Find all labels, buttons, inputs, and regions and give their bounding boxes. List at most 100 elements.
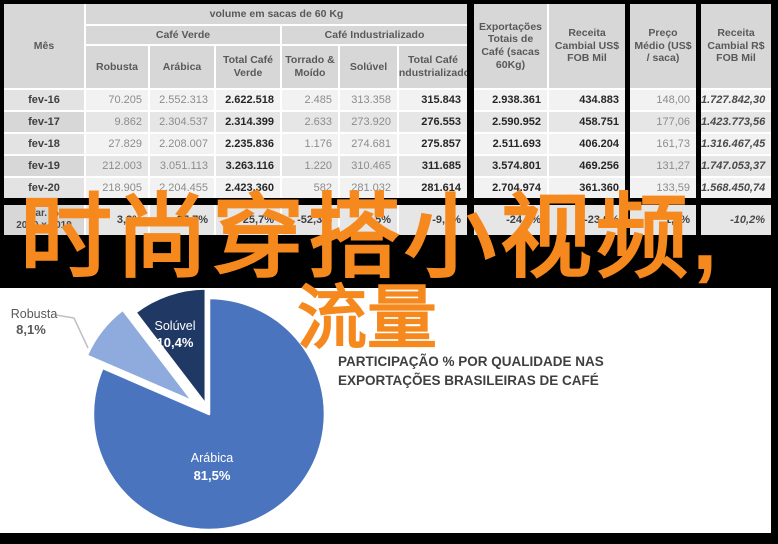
- cell-total-verde: 2.622.518: [216, 90, 280, 110]
- cell-torrado: 2.633: [282, 112, 338, 132]
- cell-total-verde: 2.423.360: [216, 178, 280, 198]
- cell-soluvel: 273.920: [340, 112, 397, 132]
- header-receita-usd: Receita Cambial US$ FOB Mil: [549, 4, 625, 88]
- cell-receita-rs: 1.727.842,30: [701, 90, 771, 110]
- var-torrado: -52,3%: [282, 205, 338, 235]
- pie-pct-soluvel: 10,4%: [157, 335, 194, 350]
- header-preco-medio: Preço Médio (US$ / saca): [630, 4, 696, 88]
- overlay-text-line1: 时尚穿搭小视频,: [20, 187, 722, 289]
- pie-label-soluvel: Solúvel: [155, 319, 196, 333]
- cell-preco: 177,06: [630, 112, 696, 132]
- cell-total-ind: 276.553: [399, 112, 467, 132]
- cell-arabica: 2.208.007: [150, 134, 214, 154]
- cell-arabica: 2.552.313: [150, 90, 214, 110]
- cell-robusta: 218.905: [86, 178, 148, 198]
- var-receita-usd: -23,0%: [549, 205, 625, 235]
- header-arabica: Arábica: [150, 46, 214, 88]
- pie-pct-arabica: 81,5%: [194, 468, 231, 483]
- cell-total-ind: 281.614: [399, 178, 467, 198]
- var-robusta: 3,3%: [86, 205, 148, 235]
- cell-receita-usd: 458.751: [549, 112, 625, 132]
- header-mes: Mês: [4, 4, 84, 88]
- header-group-cafe-industrializado: Café Industrializado: [282, 26, 467, 44]
- pie-slice-soluvel[interactable]: [134, 287, 208, 406]
- cell-export-total: 2.938.361: [474, 90, 547, 110]
- var-export-total: -24,3%: [474, 205, 547, 235]
- cell-torrado: 582: [282, 178, 338, 198]
- row-label-fev17: fev-17: [4, 112, 84, 132]
- row-label-fev20: fev-20: [4, 178, 84, 198]
- overlay-text-line2: 流量: [297, 279, 437, 357]
- pie-chart-title: PARTICIPAÇÃO % POR QUALIDADE NAS EXPORTA…: [338, 352, 668, 390]
- cell-arabica: 2.204.455: [150, 178, 214, 198]
- header-torrado-moido: Torrado & Moído: [282, 46, 338, 88]
- cell-preco: 131,27: [630, 156, 696, 176]
- pie-title-line1: PARTICIPAÇÃO % POR QUALIDADE NAS: [338, 354, 604, 369]
- cell-robusta: 9.862: [86, 112, 148, 132]
- cell-total-ind: 315.843: [399, 90, 467, 110]
- cell-soluvel: 313.358: [340, 90, 397, 110]
- pie-pct-robusta: 8,1%: [16, 322, 46, 337]
- cell-torrado: 1.176: [282, 134, 338, 154]
- var-total-ind: -9,6%: [399, 205, 467, 235]
- var-row-label: Var. % 2020 x 2019: [4, 205, 84, 235]
- var-soluvel: -9,5%: [340, 205, 397, 235]
- cell-robusta: 27.829: [86, 134, 148, 154]
- pie-chart: Robusta 8,1% Solúvel 10,4% Arábica 81,5%: [11, 287, 327, 532]
- cell-soluvel: 281.032: [340, 178, 397, 198]
- cell-export-total: 2.590.952: [474, 112, 547, 132]
- cell-soluvel: 310.465: [340, 156, 397, 176]
- cell-total-verde: 2.314.399: [216, 112, 280, 132]
- header-total-cafe-verde: Total Café Verde: [216, 46, 280, 88]
- row-label-fev18: fev-18: [4, 134, 84, 154]
- cell-export-total: 2.511.693: [474, 134, 547, 154]
- cell-receita-rs: 1.423.773,56: [701, 112, 771, 132]
- var-preco: 1,8%: [630, 205, 696, 235]
- cell-receita-rs: 1.747.053,37: [701, 156, 771, 176]
- pie-slice-robusta[interactable]: [85, 308, 195, 403]
- exports-revenue-table: Exportações Totais de Café (sacas 60Kg) …: [474, 4, 625, 235]
- var-label-line2: 2020 x 2019: [16, 220, 72, 231]
- cell-total-ind: 275.857: [399, 134, 467, 154]
- var-total-verde: -25,7%: [216, 205, 280, 235]
- cell-robusta: 212.003: [86, 156, 148, 176]
- cell-total-verde: 3.263.116: [216, 156, 280, 176]
- revenue-brl-table: Receita Cambial R$ FOB Mil 1.727.842,30 …: [701, 4, 771, 235]
- cell-export-total: 2.704.974: [474, 178, 547, 198]
- header-soluvel: Solúvel: [340, 46, 397, 88]
- cell-receita-usd: 469.256: [549, 156, 625, 176]
- robusta-leader-line: [55, 314, 89, 349]
- cell-receita-usd: 434.883: [549, 90, 625, 110]
- cell-preco: 148,00: [630, 90, 696, 110]
- average-price-table: Preço Médio (US$ / saca) 148,00 177,06 1…: [630, 4, 696, 235]
- cell-total-verde: 2.235.836: [216, 134, 280, 154]
- cell-receita-rs: 1.316.467,45: [701, 134, 771, 154]
- row-label-fev16: fev-16: [4, 90, 84, 110]
- var-label-line1: Var. %: [29, 207, 59, 219]
- cell-total-ind: 311.685: [399, 156, 467, 176]
- row-label-fev19: fev-19: [4, 156, 84, 176]
- cell-preco: 133,59: [630, 178, 696, 198]
- cell-export-total: 3.574.801: [474, 156, 547, 176]
- cell-soluvel: 274.681: [340, 134, 397, 154]
- cell-arabica: 3.051.113: [150, 156, 214, 176]
- var-arabica: -27,7%: [150, 205, 214, 235]
- header-robusta: Robusta: [86, 46, 148, 88]
- volume-table: Mês volume em sacas de 60 Kg Café Verde …: [4, 4, 467, 235]
- pie-slice-arabica[interactable]: [91, 296, 327, 532]
- chart-panel: Robusta 8,1% Solúvel 10,4% Arábica 81,5%…: [0, 287, 771, 533]
- header-exportacoes-totais: Exportações Totais de Café (sacas 60Kg): [474, 4, 547, 88]
- cell-torrado: 2.485: [282, 90, 338, 110]
- var-receita-rs: -10,2%: [701, 205, 771, 235]
- pie-label-arabica: Arábica: [191, 451, 233, 465]
- cell-robusta: 70.205: [86, 90, 148, 110]
- cell-torrado: 1.220: [282, 156, 338, 176]
- pie-label-robusta: Robusta: [11, 307, 58, 321]
- cell-receita-usd: 361.360: [549, 178, 625, 198]
- cell-preco: 161,73: [630, 134, 696, 154]
- cell-arabica: 2.304.537: [150, 112, 214, 132]
- header-volume-title: volume em sacas de 60 Kg: [86, 4, 467, 24]
- header-receita-rs: Receita Cambial R$ FOB Mil: [701, 4, 771, 88]
- cell-receita-rs: 1.568.450,74: [701, 178, 771, 198]
- pie-title-line2: EXPORTAÇÕES BRASILEIRAS DE CAFÉ: [338, 373, 599, 388]
